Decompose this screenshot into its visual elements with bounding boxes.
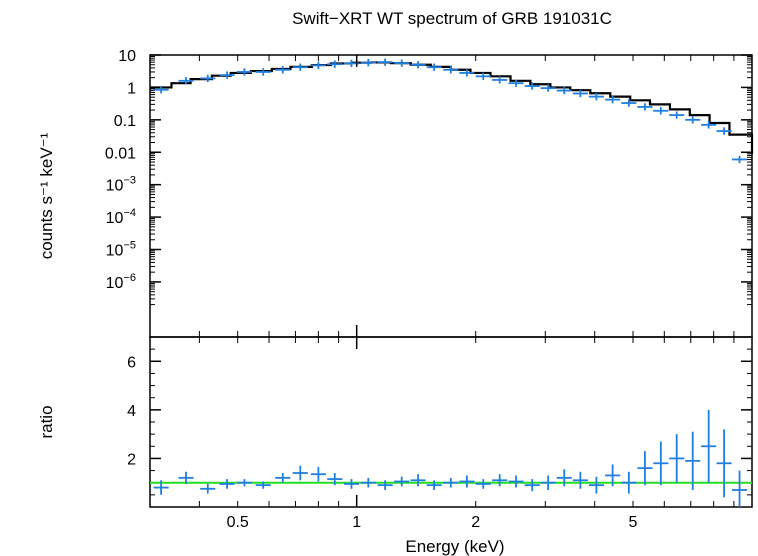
chart-title: Swift−XRT WT spectrum of GRB 191031C [292,9,612,28]
spectrum-point [540,84,556,92]
ratio-y-tick-label: 2 [127,451,136,468]
ratio-point [572,471,588,489]
spectrum-point [200,74,216,83]
spectrum-point [275,66,291,74]
spectrum-point [178,77,194,85]
spectrum-point [443,66,459,74]
y-tick-label: 0.01 [105,145,136,162]
spectrum-point [685,116,701,124]
ratio-point [310,466,326,482]
spectrum-point [292,63,308,71]
ratio-point [556,469,572,487]
ratio-point [377,480,393,490]
ratio-point [410,474,426,487]
x-tick-label: 2 [471,514,480,531]
y-tick-label: 0.1 [114,113,136,130]
ratio-point [588,476,604,494]
ratio-point [219,479,235,489]
y-tick-label: 10−5 [106,240,136,260]
spectrum-point [556,86,572,95]
spectrum-point [255,68,271,76]
spectrum-point [492,76,508,84]
ratio-point [443,477,459,488]
x-axis-label: Energy (keV) [405,537,504,556]
ratio-point [731,470,748,507]
ratio-point [292,465,308,481]
ratio-point [621,471,637,494]
spectrum-point [669,111,685,119]
ratio-point [508,475,524,488]
y-tick-label: 10−4 [106,207,136,227]
spectrum-point [475,72,491,81]
spectrum-point [637,103,653,111]
spectrum-point [716,127,732,135]
ratio-point [343,479,360,489]
ratio-point [236,479,252,487]
top-plot-frame [149,54,753,338]
top-y-axis-label: counts s⁻¹ keV⁻¹ [37,132,56,259]
spectrum-point [236,68,252,76]
spectrum-point [588,92,604,101]
ratio-point [540,475,556,490]
y-tick-label: 10 [118,48,136,65]
ratio-point [716,429,732,498]
ratio-point [275,473,291,483]
spectrum-point [377,58,393,66]
y-tick-label: 10−6 [106,272,136,292]
spectrum-point [731,155,748,164]
ratio-point [200,483,216,494]
ratio-point [360,477,376,488]
ratio-point [637,451,653,486]
ratio-y-tick-label: 6 [127,354,136,371]
spectrum-point [621,99,637,107]
ratio-point [685,431,701,490]
spectrum-point [360,58,376,67]
ratio-panel: 0.5 1 2 5 2 4 6 [127,55,753,531]
y-tick-label: 1 [127,80,136,97]
spectrum-point [394,59,410,67]
ratio-point [669,434,685,483]
spectrum-point [653,107,669,115]
ratio-point [492,474,508,487]
spectrum-point [310,61,326,70]
spectrum-point [426,63,442,71]
ratio-point [255,481,271,489]
spectrum-point [410,61,426,69]
ratio-point [475,479,491,489]
ratio-point [327,473,343,486]
spectrum-point [605,95,621,104]
spectrum-panel: 10 1 0.1 0.01 10−3 10−4 10−5 10−6 [105,48,754,338]
ratio-y-tick-label: 4 [127,403,136,420]
spectrum-point [327,60,343,68]
spectrum-point [701,121,717,129]
x-tick-label: 0.5 [227,514,249,531]
x-tick-label: 5 [629,514,638,531]
y-tick-label: 10−3 [106,175,136,195]
ratio-point [394,476,410,487]
spectrum-point [508,79,524,87]
ratio-point [426,480,442,490]
ratio-point [459,475,475,488]
ratio-point [701,409,717,483]
spectrum-point [572,89,588,98]
spectrum-point [524,82,540,90]
ratio-point [153,480,169,495]
ratio-point [605,464,621,487]
ratio-point [653,441,669,486]
spectrum-point [459,69,475,77]
spectrum-point [153,86,169,94]
x-tick-label: 1 [352,514,361,531]
bottom-y-axis-label: ratio [37,405,56,438]
ratio-point [178,471,194,484]
ratio-point [524,479,540,492]
spectrum-point [219,71,235,79]
